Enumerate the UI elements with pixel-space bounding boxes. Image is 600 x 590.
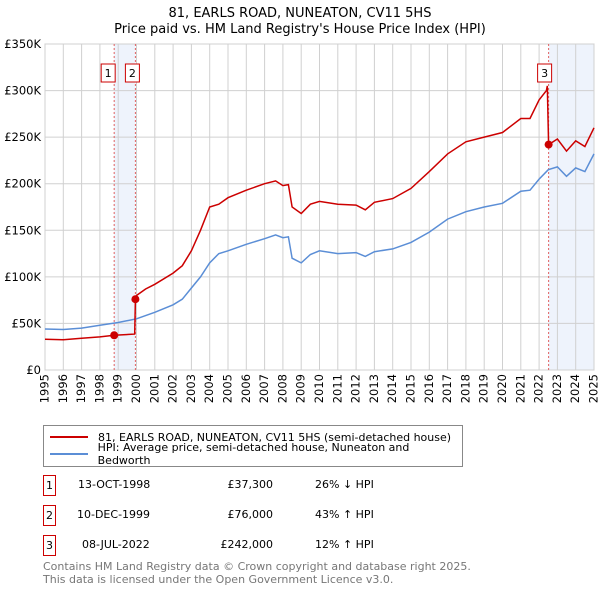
x-tick-label: 2021 — [513, 374, 527, 403]
sale-date: 10-DEC-1999 — [77, 508, 151, 521]
y-tick-label: £200K — [4, 177, 41, 191]
x-tick-label: 2005 — [221, 374, 235, 403]
sale-number-badge: 2 — [43, 505, 56, 526]
x-tick-label: 1999 — [111, 374, 125, 403]
sale-point — [544, 140, 553, 149]
legend-item-property: 81, EARLS ROAD, NUNEATON, CV11 5HS (semi… — [50, 429, 451, 445]
legend-swatch-blue — [50, 453, 88, 455]
x-tick-label: 1995 — [38, 374, 52, 403]
x-tick-label: 2008 — [275, 374, 289, 403]
x-tick-label: 1996 — [56, 374, 70, 403]
sale-point — [131, 295, 140, 304]
hpi-series-line — [44, 153, 595, 331]
sale-label-box: 2 — [124, 63, 140, 83]
y-tick-label: £150K — [4, 223, 41, 237]
sale-label-box: 3 — [537, 63, 553, 83]
sale-label-number: 1 — [105, 67, 112, 80]
x-tick-label: 2025 — [587, 374, 600, 403]
x-tick-label: 2019 — [477, 374, 491, 403]
x-tick-label: 2004 — [202, 374, 216, 403]
x-tick-label: 2007 — [257, 374, 271, 403]
sale-row: 1 13-OCT-1998 £37,300 26% ↓ HPI — [43, 475, 463, 496]
x-tick-label: 2018 — [458, 374, 472, 403]
x-tick-label: 2010 — [312, 374, 326, 403]
legend-label-hpi: HPI: Average price, semi-detached house,… — [97, 441, 410, 467]
sale-label-border — [124, 63, 140, 83]
x-tick-label: 2023 — [550, 374, 564, 403]
x-tick-label: 2006 — [239, 374, 253, 403]
legend-swatch-red — [50, 436, 88, 438]
property-series-line — [44, 85, 595, 341]
chart-title-line1: 81, EARLS ROAD, NUNEATON, CV11 5HS — [168, 6, 432, 21]
x-tick-label: 1998 — [92, 374, 106, 403]
x-tick-label: 2000 — [129, 374, 143, 403]
shaded-region-after-sale-3 — [548, 44, 594, 370]
x-tick-label: 2003 — [184, 374, 198, 403]
x-tick-label: 1997 — [74, 374, 88, 403]
footer-copyright: Contains HM Land Registry data © Crown c… — [43, 560, 471, 573]
chart-title-line2: Price paid vs. HM Land Registry's House … — [114, 22, 486, 37]
sale-date: 08-JUL-2022 — [82, 538, 150, 551]
footer-licence: This data is licensed under the Open Gov… — [43, 573, 394, 586]
x-tick-label: 2011 — [330, 374, 344, 403]
y-tick-label: £250K — [4, 130, 41, 144]
sale-number-badge: 1 — [43, 475, 56, 496]
sale-price: £37,300 — [227, 478, 274, 491]
x-tick-label: 2014 — [385, 374, 399, 403]
y-tick-label: £100K — [4, 270, 41, 284]
legend: 81, EARLS ROAD, NUNEATON, CV11 5HS (semi… — [43, 425, 463, 467]
sale-label-border — [537, 63, 553, 83]
x-tick-label: 2012 — [349, 374, 363, 403]
shaded-region-sales-1-2 — [114, 44, 136, 370]
sale-label-number: 2 — [129, 67, 136, 80]
sale-label-border — [100, 63, 116, 83]
legend-item-hpi: HPI: Average price, semi-detached house,… — [50, 441, 462, 467]
sale-point — [110, 331, 119, 340]
sale-row: 3 08-JUL-2022 £242,000 12% ↑ HPI — [43, 535, 463, 556]
price-chart: 1995 1996 1997 1998 1999 2000 2001 2002 2003 2004… — [4, 37, 600, 403]
x-tick-label: 2002 — [166, 374, 180, 403]
sale-hpi-diff: 43% ↑ HPI — [315, 508, 374, 521]
sale-price: £76,000 — [227, 508, 274, 521]
y-tick-label: £350K — [4, 37, 41, 51]
x-tick-label: 2013 — [367, 374, 381, 403]
x-tick-label: 2024 — [568, 374, 582, 403]
x-tick-label: 2001 — [147, 374, 161, 403]
sale-number-badge: 3 — [43, 535, 56, 556]
legend-label-property: 81, EARLS ROAD, NUNEATON, CV11 5HS (semi… — [98, 430, 452, 444]
sale-hpi-diff: 26% ↓ HPI — [315, 478, 374, 491]
footer: Contains HM Land Registry data © Crown c… — [43, 560, 471, 586]
sale-price: £242,000 — [220, 538, 274, 551]
x-tick-label: 2009 — [294, 374, 308, 403]
y-tick-label: £0 — [26, 363, 41, 377]
sale-row: 2 10-DEC-1999 £76,000 43% ↑ HPI — [43, 505, 463, 526]
x-tick-label: 2022 — [532, 374, 546, 403]
x-tick-label: 2016 — [422, 374, 436, 403]
sale-hpi-diff: 12% ↑ HPI — [315, 538, 374, 551]
x-tick-label: 2020 — [495, 374, 509, 403]
y-tick-label: £50K — [12, 316, 42, 330]
x-tick-label: 2017 — [440, 374, 454, 403]
sale-label-box: 1 — [100, 63, 116, 83]
sale-label-number: 3 — [541, 67, 548, 80]
y-tick-label: £300K — [4, 84, 41, 98]
sale-date: 13-OCT-1998 — [78, 478, 151, 491]
x-tick-label: 2015 — [404, 374, 418, 403]
